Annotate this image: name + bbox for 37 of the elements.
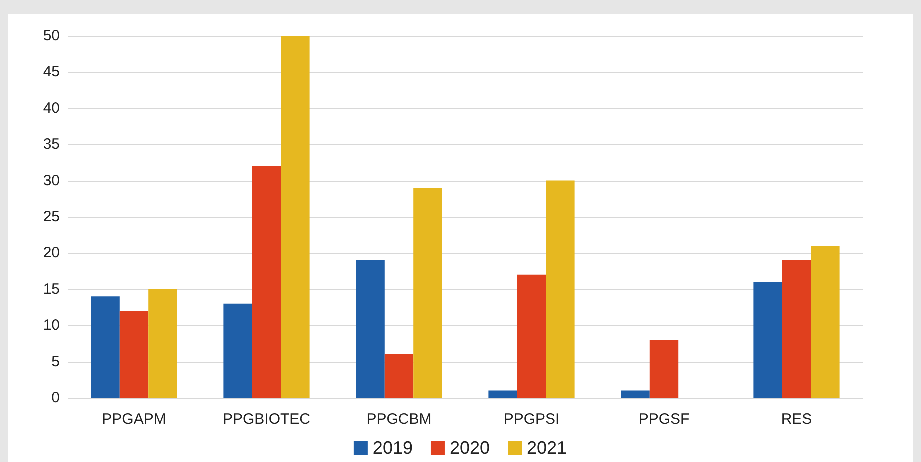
bar [91,296,120,398]
bar [252,166,282,398]
bar [281,36,310,398]
y-tick-label: 15 [43,280,60,298]
y-tick-label: 30 [43,172,60,190]
legend-label: 2020 [450,438,490,458]
x-tick-label: PPGBIOTEC [222,411,311,428]
bar [414,188,442,398]
y-tick-label: 0 [52,390,60,406]
x-tick-label: RES [781,411,812,428]
y-tick-label: 10 [43,317,60,334]
bar [356,260,385,398]
y-tick-label: 20 [43,244,60,262]
bar [546,180,575,398]
x-tick-label: PPGCBM [366,411,432,428]
bar [120,311,149,398]
x-tick-label: PPGAPM [102,411,166,428]
bar [517,274,546,398]
x-tick-label: PPGSF [638,411,690,428]
legend-label: 2019 [372,438,413,458]
y-tick-label: 25 [43,208,60,226]
legend-label: 2021 [527,438,568,458]
y-tick-label: 5 [52,353,60,370]
bar [754,282,782,398]
bar [811,246,840,398]
bar [384,354,414,398]
bar [148,289,178,398]
y-tick-label: 40 [43,100,60,117]
y-tick-label: 45 [43,64,60,81]
bar [224,304,252,398]
bar [782,260,812,398]
y-tick-label: 50 [43,28,60,44]
bar [650,340,679,398]
x-tick-label: PPGPSI [504,411,560,428]
bar [621,390,650,398]
bar [488,390,518,398]
y-tick-label: 35 [43,136,60,154]
